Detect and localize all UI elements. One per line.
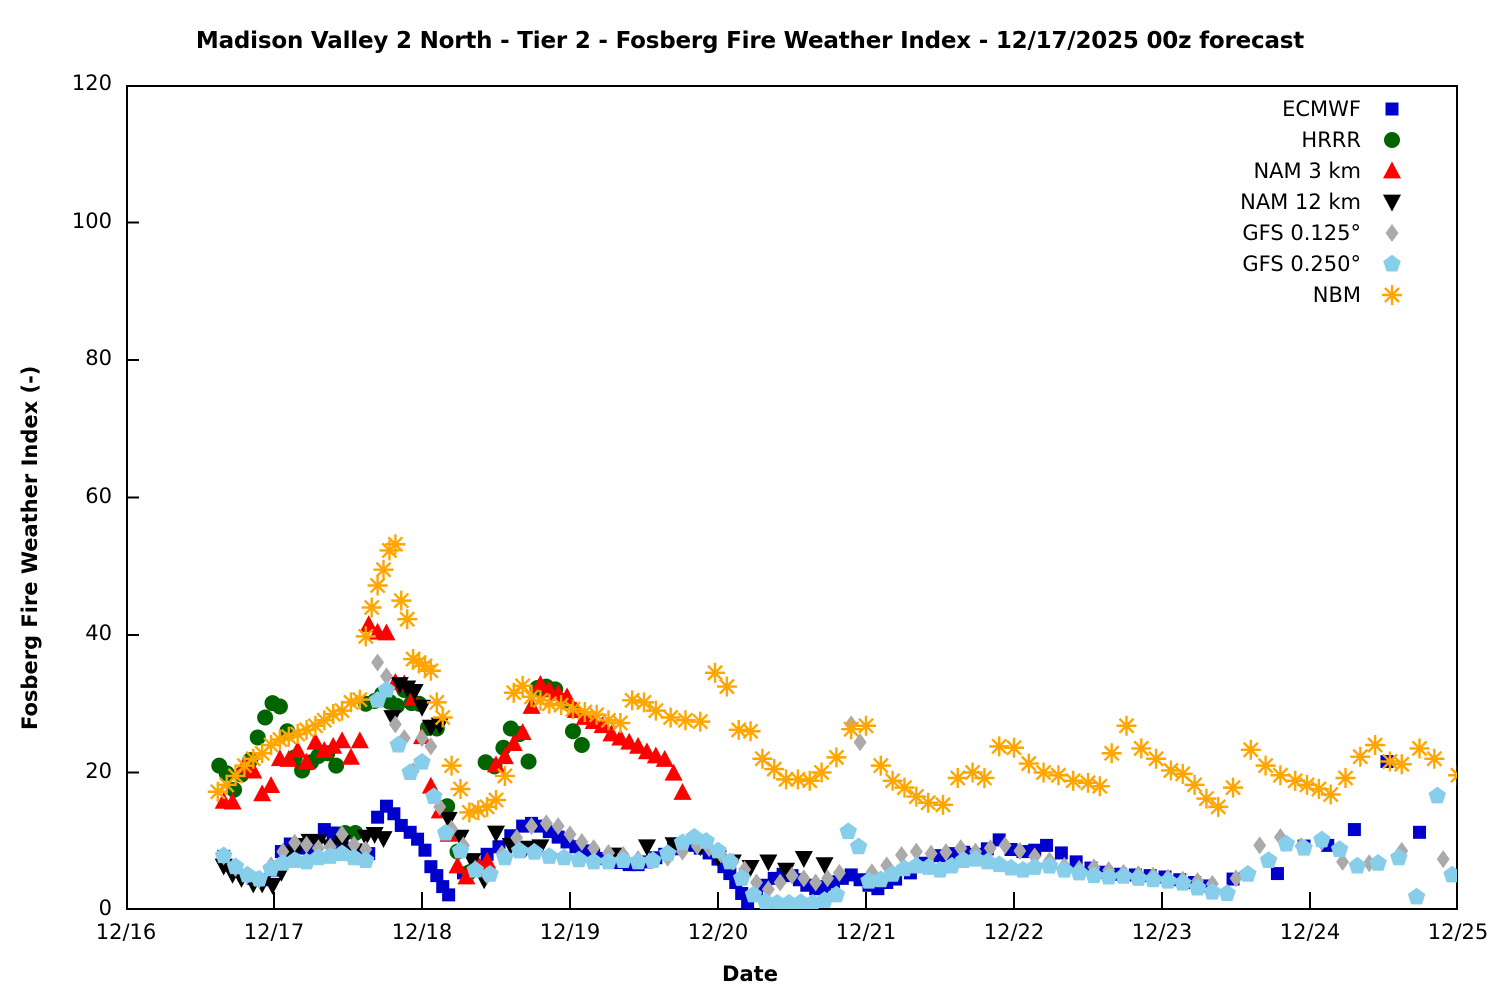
legend-marker-circle-icon (1379, 127, 1405, 153)
y-tick-label: 0 (98, 896, 112, 920)
x-tick-label: 12/20 (687, 920, 749, 944)
legend-item-nbm[interactable]: NBM (1175, 279, 1405, 310)
legend-label: HRRR (1301, 127, 1361, 152)
legend-item-nam-12-km[interactable]: NAM 12 km (1175, 186, 1405, 217)
legend-label: NAM 12 km (1240, 189, 1361, 214)
legend-label: GFS 0.125° (1242, 220, 1361, 245)
x-tick-label: 12/23 (1131, 920, 1193, 944)
legend-item-nam-3-km[interactable]: NAM 3 km (1175, 155, 1405, 186)
legend-marker-square-icon (1379, 96, 1405, 122)
x-tick-label: 12/21 (835, 920, 897, 944)
y-tick-label: 80 (85, 346, 112, 370)
y-tick-label: 120 (71, 71, 112, 95)
legend-label: NAM 3 km (1253, 158, 1361, 183)
legend-item-ecmwf[interactable]: ECMWF (1175, 93, 1405, 124)
x-tick-label: 12/22 (983, 920, 1045, 944)
x-tick-label: 12/25 (1427, 920, 1489, 944)
y-axis-label: Fosberg Fire Weather Index (-) (18, 365, 42, 730)
y-tick-label: 60 (85, 483, 112, 508)
legend-marker-diamond-icon (1379, 220, 1405, 246)
legend-item-gfs-0-125[interactable]: GFS 0.125° (1175, 217, 1405, 248)
legend-label: GFS 0.250° (1242, 251, 1361, 276)
y-axis-tick-labels: 0 20 40 60 80 100 120 (40, 0, 112, 1000)
legend-marker-pentagon-icon (1379, 251, 1405, 277)
legend-marker-triangle-down-icon (1379, 189, 1405, 215)
x-tick-label: 12/24 (1279, 920, 1341, 944)
x-axis-label: Date (722, 962, 778, 986)
x-tick-label: 12/17 (243, 920, 305, 944)
legend-label: NBM (1312, 282, 1361, 307)
legend-marker-asterisk-icon (1379, 282, 1405, 308)
x-tick-label: 12/16 (95, 920, 157, 944)
x-tick-label: 12/18 (391, 920, 453, 944)
chart-title: Madison Valley 2 North - Tier 2 - Fosber… (195, 28, 1305, 54)
y-tick-label: 100 (71, 208, 112, 233)
chart-legend: ECMWF HRRR NAM 3 km NAM 12 km GFS 0.125° GFS … (1175, 93, 1405, 310)
legend-label: ECMWF (1282, 96, 1361, 121)
legend-item-gfs-0-250[interactable]: GFS 0.250° (1175, 248, 1405, 279)
legend-marker-triangle-up-icon (1379, 158, 1405, 184)
legend-item-hrrr[interactable]: HRRR (1175, 124, 1405, 155)
x-tick-label: 12/19 (539, 920, 601, 944)
y-tick-label: 20 (85, 758, 112, 783)
y-tick-label: 40 (85, 621, 112, 645)
